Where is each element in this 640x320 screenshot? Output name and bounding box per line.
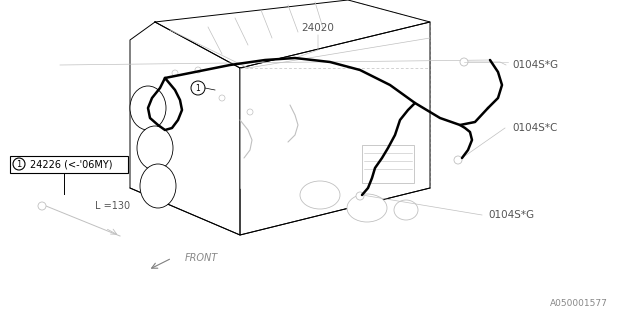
Circle shape xyxy=(191,81,205,95)
Circle shape xyxy=(172,70,178,76)
Bar xyxy=(362,145,414,183)
Circle shape xyxy=(13,158,25,170)
Text: A050001577: A050001577 xyxy=(550,299,608,308)
Ellipse shape xyxy=(394,200,418,220)
Text: 1: 1 xyxy=(17,159,22,169)
Ellipse shape xyxy=(300,181,340,209)
Ellipse shape xyxy=(140,164,176,208)
Bar xyxy=(10,156,128,173)
Circle shape xyxy=(219,95,225,101)
Circle shape xyxy=(195,67,201,73)
Circle shape xyxy=(38,202,46,210)
Circle shape xyxy=(454,156,462,164)
Ellipse shape xyxy=(137,126,173,170)
Ellipse shape xyxy=(130,86,166,130)
Text: L =130: L =130 xyxy=(95,201,130,211)
Text: 0104S*C: 0104S*C xyxy=(512,123,557,133)
Circle shape xyxy=(460,58,468,66)
Text: 0104S*G: 0104S*G xyxy=(512,60,558,70)
Text: 0104S*G: 0104S*G xyxy=(488,210,534,220)
Text: 24226 (<-'06MY): 24226 (<-'06MY) xyxy=(30,159,113,170)
Text: FRONT: FRONT xyxy=(185,253,218,263)
Circle shape xyxy=(247,109,253,115)
Circle shape xyxy=(356,192,364,200)
Text: 1: 1 xyxy=(196,84,200,92)
Ellipse shape xyxy=(347,194,387,222)
Text: 24020: 24020 xyxy=(301,23,335,33)
